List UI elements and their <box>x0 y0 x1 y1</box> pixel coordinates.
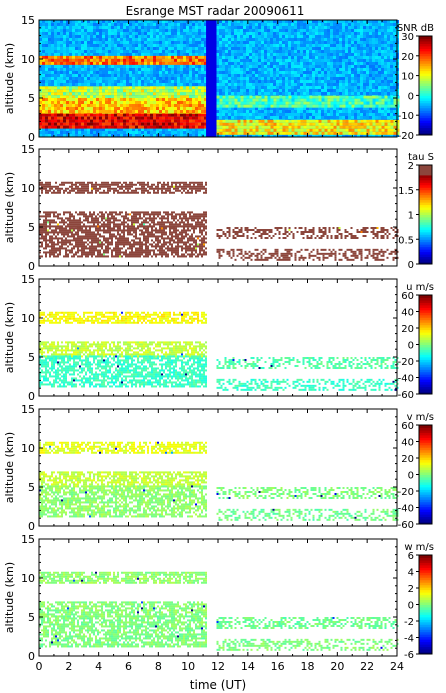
colorbar-tick-w--4: -4 <box>404 634 414 645</box>
colorbar-tick-w--2: -2 <box>404 617 414 628</box>
colorbar-tick-u--20: -20 <box>398 357 414 368</box>
colorbar-tick-tau-1: 1 <box>408 211 414 222</box>
colorbar-label-w: w m/s <box>404 542 434 553</box>
y-tick-label-snr-5: 5 <box>28 92 35 105</box>
x-tick-label-22: 22 <box>360 660 374 673</box>
colorbar-w: -6 -4 -2 0 2 4 6w m/s <box>404 542 434 661</box>
colorbar-label-tau: tau S <box>408 152 434 163</box>
colorbar-tick-snr-30: 30 <box>401 32 414 43</box>
colorbar-tick-snr-20: 20 <box>401 52 414 63</box>
y-tick-label-snr-15: 15 <box>21 14 35 27</box>
x-tick-label-12: 12 <box>211 660 225 673</box>
y-axis-label-v: altitude (km) <box>3 432 16 503</box>
x-axis-label: time (UT) <box>190 678 246 692</box>
colorbar-tick-v--40: -40 <box>398 504 414 515</box>
colorbar-label-v: v m/s <box>407 412 434 423</box>
panel-v: 0 5 10 15 altitude (km) -60 -40 -20 0 20 40 60v m/s <box>3 403 434 533</box>
x-tick-label-6: 6 <box>125 660 132 673</box>
y-tick-label-w-10: 10 <box>21 572 35 585</box>
data-cells-u <box>39 311 399 391</box>
colorbar-tick-snr-10: 10 <box>401 72 414 83</box>
data-cells-tau <box>39 181 399 261</box>
y-tick-label-v-5: 5 <box>28 481 35 494</box>
colorbar-tick-u-40: 40 <box>401 308 414 319</box>
x-tick-label-2: 2 <box>65 660 72 673</box>
colorbar-tick-tau-0: 0 <box>408 260 414 271</box>
plot-area-v <box>39 409 397 526</box>
colorbar-tick-u--40: -40 <box>398 374 414 385</box>
y-tick-label-snr-10: 10 <box>21 53 35 66</box>
colorbar-tick-tau-2: 2 <box>408 161 414 172</box>
y-tick-label-u-15: 15 <box>21 273 35 286</box>
x-tick-label-16: 16 <box>271 660 285 673</box>
chart-title: Esrange MST radar 20090611 <box>126 4 305 18</box>
x-tick-label-0: 0 <box>36 660 43 673</box>
y-axis-label-tau: altitude (km) <box>3 172 16 243</box>
x-tick-labels: 0 2 4 6 8 10 12 14 16 18 20 22 24 <box>36 660 405 673</box>
colorbar-tick-w-4: 4 <box>408 568 414 579</box>
y-tick-label-snr-0: 0 <box>28 131 35 144</box>
panel-w: 0 5 10 15 altitude (km) -6 -4 -2 0 2 4 6w m/s <box>3 533 434 663</box>
data-cells-v <box>39 441 399 521</box>
y-tick-label-v-0: 0 <box>28 520 35 533</box>
data-gap-snr <box>206 20 217 137</box>
colorbar-tick-v-40: 40 <box>401 438 414 449</box>
colorbar-tick-u-20: 20 <box>401 324 414 335</box>
x-tick-label-14: 14 <box>241 660 255 673</box>
colorbar-tick-w-2: 2 <box>408 584 414 595</box>
colorbar-v: -60 -40 -20 0 20 40 60v m/s <box>398 412 434 531</box>
x-tick-label-24: 24 <box>390 660 404 673</box>
y-tick-label-tau-15: 15 <box>21 143 35 156</box>
y-axis-label-u: altitude (km) <box>3 302 16 373</box>
colorbar-tick-tau-1.5: 1.5 <box>398 186 414 197</box>
x-tick-label-18: 18 <box>301 660 315 673</box>
colorbar-tick-v-60: 60 <box>401 421 414 432</box>
colorbar-tick-snr-0: 0 <box>408 91 414 102</box>
y-tick-label-v-10: 10 <box>21 442 35 455</box>
colorbar-tick-w-6: 6 <box>408 551 414 562</box>
x-tick-label-4: 4 <box>95 660 102 673</box>
x-tick-label-10: 10 <box>181 660 195 673</box>
y-tick-label-tau-0: 0 <box>28 260 35 273</box>
y-axis-label-w: altitude (km) <box>3 562 16 633</box>
colorbar-label-u: u m/s <box>406 282 434 293</box>
y-axis-label-snr: altitude (km) <box>3 43 16 114</box>
colorbar-tick-snr--20: -20 <box>398 131 414 142</box>
panel-u: 0 5 10 15 altitude (km) -60 -40 -20 0 20 40 60u m/s <box>3 273 434 403</box>
y-tick-label-tau-5: 5 <box>28 221 35 234</box>
colorbar-tick-w--6: -6 <box>404 650 414 661</box>
y-tick-label-w-5: 5 <box>28 611 35 624</box>
colorbar-tick-v-20: 20 <box>401 454 414 465</box>
colorbar-tick-v--60: -60 <box>398 520 414 531</box>
colorbar-tick-tau-0.5: 0.5 <box>398 235 414 246</box>
y-tick-label-u-5: 5 <box>28 351 35 364</box>
data-cells-w <box>39 571 399 651</box>
colorbar-tick-u-60: 60 <box>401 291 414 302</box>
y-tick-label-u-0: 0 <box>28 390 35 403</box>
colorbar-tick-w-0: 0 <box>408 601 414 612</box>
colorbar-label-snr: SNR dB <box>397 23 434 34</box>
data-cells-snr <box>39 20 400 137</box>
colorbar-tick-u-0: 0 <box>408 341 414 352</box>
y-tick-label-v-15: 15 <box>21 403 35 416</box>
x-tick-label-8: 8 <box>155 660 162 673</box>
colorbar-u: -60 -40 -20 0 20 40 60u m/s <box>398 282 434 401</box>
colorbar-tick-snr--10: -10 <box>398 111 414 122</box>
y-tick-label-w-0: 0 <box>28 650 35 663</box>
colorbar-tick-u--60: -60 <box>398 390 414 401</box>
y-tick-label-tau-10: 10 <box>21 182 35 195</box>
colorbar-tick-v-0: 0 <box>408 471 414 482</box>
plot-area-w <box>39 539 397 656</box>
x-tick-label-20: 20 <box>330 660 344 673</box>
y-tick-label-w-15: 15 <box>21 533 35 546</box>
colorbar-tick-v--20: -20 <box>398 487 414 498</box>
y-tick-label-u-10: 10 <box>21 312 35 325</box>
